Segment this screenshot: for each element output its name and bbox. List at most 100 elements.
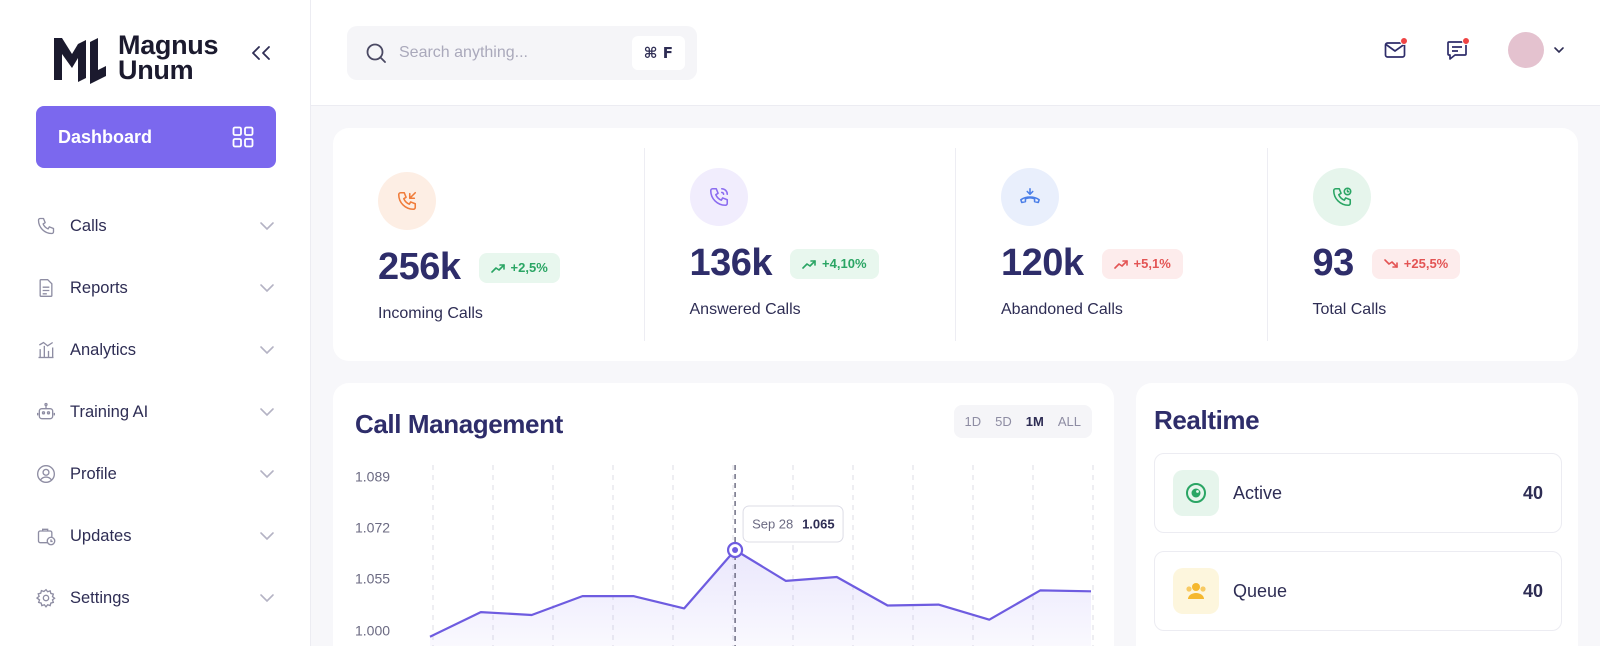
highlight-point-core xyxy=(732,547,739,553)
robot-icon xyxy=(36,402,56,422)
range-all[interactable]: ALL xyxy=(1057,414,1081,429)
range-selector: 1D 5D 1M ALL xyxy=(953,405,1092,438)
chevron-down-icon xyxy=(260,408,274,417)
collapse-sidebar-button[interactable] xyxy=(248,40,274,66)
stat-value-row: 93 +25,5% xyxy=(1313,242,1579,285)
chevron-down-icon xyxy=(260,222,274,231)
brand-logo[interactable]: Magnus Unum xyxy=(52,30,219,84)
answered-call-icon xyxy=(709,187,728,207)
dashboard-label: Dashboard xyxy=(58,126,153,147)
search-input[interactable] xyxy=(399,44,632,62)
stat-value-row: 136k +4,10% xyxy=(690,242,956,285)
y-tick-label: 1.089 xyxy=(355,469,390,485)
realtime-icon-box xyxy=(1173,470,1219,516)
stat-icon-circle xyxy=(378,172,436,230)
stat-label: Abandoned Calls xyxy=(1001,301,1123,318)
realtime-icon-box xyxy=(1173,568,1219,614)
notification-dot xyxy=(1462,37,1470,45)
logo-mark-icon xyxy=(54,38,106,84)
document-icon xyxy=(36,278,56,298)
stat-abandoned-calls: 120k +5,1% Abandoned Calls xyxy=(956,148,1268,341)
stat-label: Answered Calls xyxy=(689,301,801,318)
messages-button[interactable] xyxy=(1442,35,1472,65)
sidebar-item-label: Reports xyxy=(70,278,128,297)
y-tick-label: 1.000 xyxy=(355,623,390,639)
chevron-down-icon[interactable] xyxy=(1552,43,1566,57)
top-bar: ⌘ F xyxy=(311,0,1600,106)
chevron-down-icon xyxy=(260,284,274,293)
updates-icon xyxy=(36,526,56,546)
notification-dot xyxy=(1400,37,1408,45)
brand-name: Magnus Unum xyxy=(118,30,219,84)
call-management-chart: 1.089 1.072 1.055 1.000 Sep 28 1.065 xyxy=(355,465,1094,646)
trend-up-icon xyxy=(490,263,505,273)
stat-label: Incoming Calls xyxy=(378,305,483,322)
dashboard-button[interactable]: Dashboard xyxy=(36,106,276,168)
search-bar[interactable]: ⌘ F xyxy=(347,26,697,80)
grid-icon xyxy=(232,126,254,148)
sidebar-item-profile[interactable]: Profile xyxy=(36,443,276,505)
call-clock-icon xyxy=(1332,187,1351,207)
card-title: Realtime xyxy=(1154,405,1260,435)
trend-value: +4,10% xyxy=(822,256,867,271)
sidebar-item-training-ai[interactable]: Training AI xyxy=(36,381,276,443)
phone-icon xyxy=(36,216,56,236)
avatar[interactable] xyxy=(1508,32,1544,68)
series-area xyxy=(430,550,1091,646)
stat-label: Total Calls xyxy=(1312,301,1387,318)
stats-card: 256k +2,5% Incoming Calls 136k +4,10% An… xyxy=(333,128,1578,361)
stat-answered-calls: 136k +4,10% Answered Calls xyxy=(645,148,956,341)
stat-value: 120k xyxy=(1001,242,1084,284)
y-tick-label: 1.072 xyxy=(355,520,390,536)
trend-value: +2,5% xyxy=(510,260,548,275)
mail-button[interactable] xyxy=(1380,35,1410,65)
realtime-label: Active xyxy=(1233,482,1283,503)
tooltip-value: 1.065 xyxy=(802,516,835,531)
sidebar-item-calls[interactable]: Calls xyxy=(36,195,276,257)
eye-icon xyxy=(1186,483,1206,503)
realtime-count: 40 xyxy=(1522,482,1543,503)
trend-up-icon xyxy=(1113,259,1128,269)
range-5d[interactable]: 5D xyxy=(995,414,1012,429)
trend-value: +25,5% xyxy=(1403,256,1449,271)
chevron-down-icon xyxy=(260,470,274,479)
realtime-label: Queue xyxy=(1233,580,1288,601)
realtime-item-queue[interactable]: Queue 40 xyxy=(1154,551,1562,631)
realtime-card: Realtime Active 40 Queue 40 xyxy=(1136,383,1578,646)
trend-badge: +5,1% xyxy=(1101,248,1183,279)
chevron-down-icon xyxy=(260,594,274,603)
range-1d[interactable]: 1D xyxy=(964,414,982,429)
tooltip-box xyxy=(742,505,844,543)
stat-value-row: 120k +5,1% xyxy=(1001,242,1267,285)
stat-total-calls: 93 +25,5% Total Calls xyxy=(1268,148,1579,341)
sidebar-item-analytics[interactable]: Analytics xyxy=(36,319,276,381)
incoming-call-icon xyxy=(397,191,417,211)
sidebar-item-reports[interactable]: Reports xyxy=(36,257,276,319)
trend-badge: +25,5% xyxy=(1371,248,1461,279)
trend-value: +5,1% xyxy=(1133,256,1171,271)
stat-incoming-calls: 256k +2,5% Incoming Calls xyxy=(333,148,645,341)
users-icon xyxy=(1186,583,1206,599)
realtime-count: 40 xyxy=(1522,580,1543,601)
sidebar-item-label: Profile xyxy=(70,464,117,483)
stat-value-row: 256k +2,5% xyxy=(378,246,644,289)
hangup-call-icon xyxy=(1020,187,1040,204)
sidebar-item-settings[interactable]: Settings xyxy=(36,567,276,629)
sidebar-item-label: Calls xyxy=(70,216,107,235)
sidebar-item-label: Settings xyxy=(70,588,130,607)
range-1m[interactable]: 1M xyxy=(1025,414,1044,429)
stat-value: 136k xyxy=(689,242,773,284)
sidebar-nav: Calls Reports Analytics Training AI xyxy=(36,195,276,629)
call-management-card: 1.089 1.072 1.055 1.000 Sep 28 1.065 Call Man… xyxy=(333,383,1114,646)
realtime-item-active[interactable]: Active 40 xyxy=(1154,453,1562,533)
trend-badge: +2,5% xyxy=(478,252,560,283)
chevron-down-icon xyxy=(260,346,274,355)
y-tick-label: 1.055 xyxy=(355,571,390,587)
top-actions xyxy=(1348,32,1566,68)
trend-down-icon xyxy=(1383,258,1398,268)
sidebar-item-updates[interactable]: Updates xyxy=(36,505,276,567)
brand-name-line1: Magnus xyxy=(118,30,219,60)
trend-up-icon xyxy=(802,259,816,269)
stat-icon-circle xyxy=(689,168,748,226)
sidebar-item-label: Training AI xyxy=(70,402,149,421)
